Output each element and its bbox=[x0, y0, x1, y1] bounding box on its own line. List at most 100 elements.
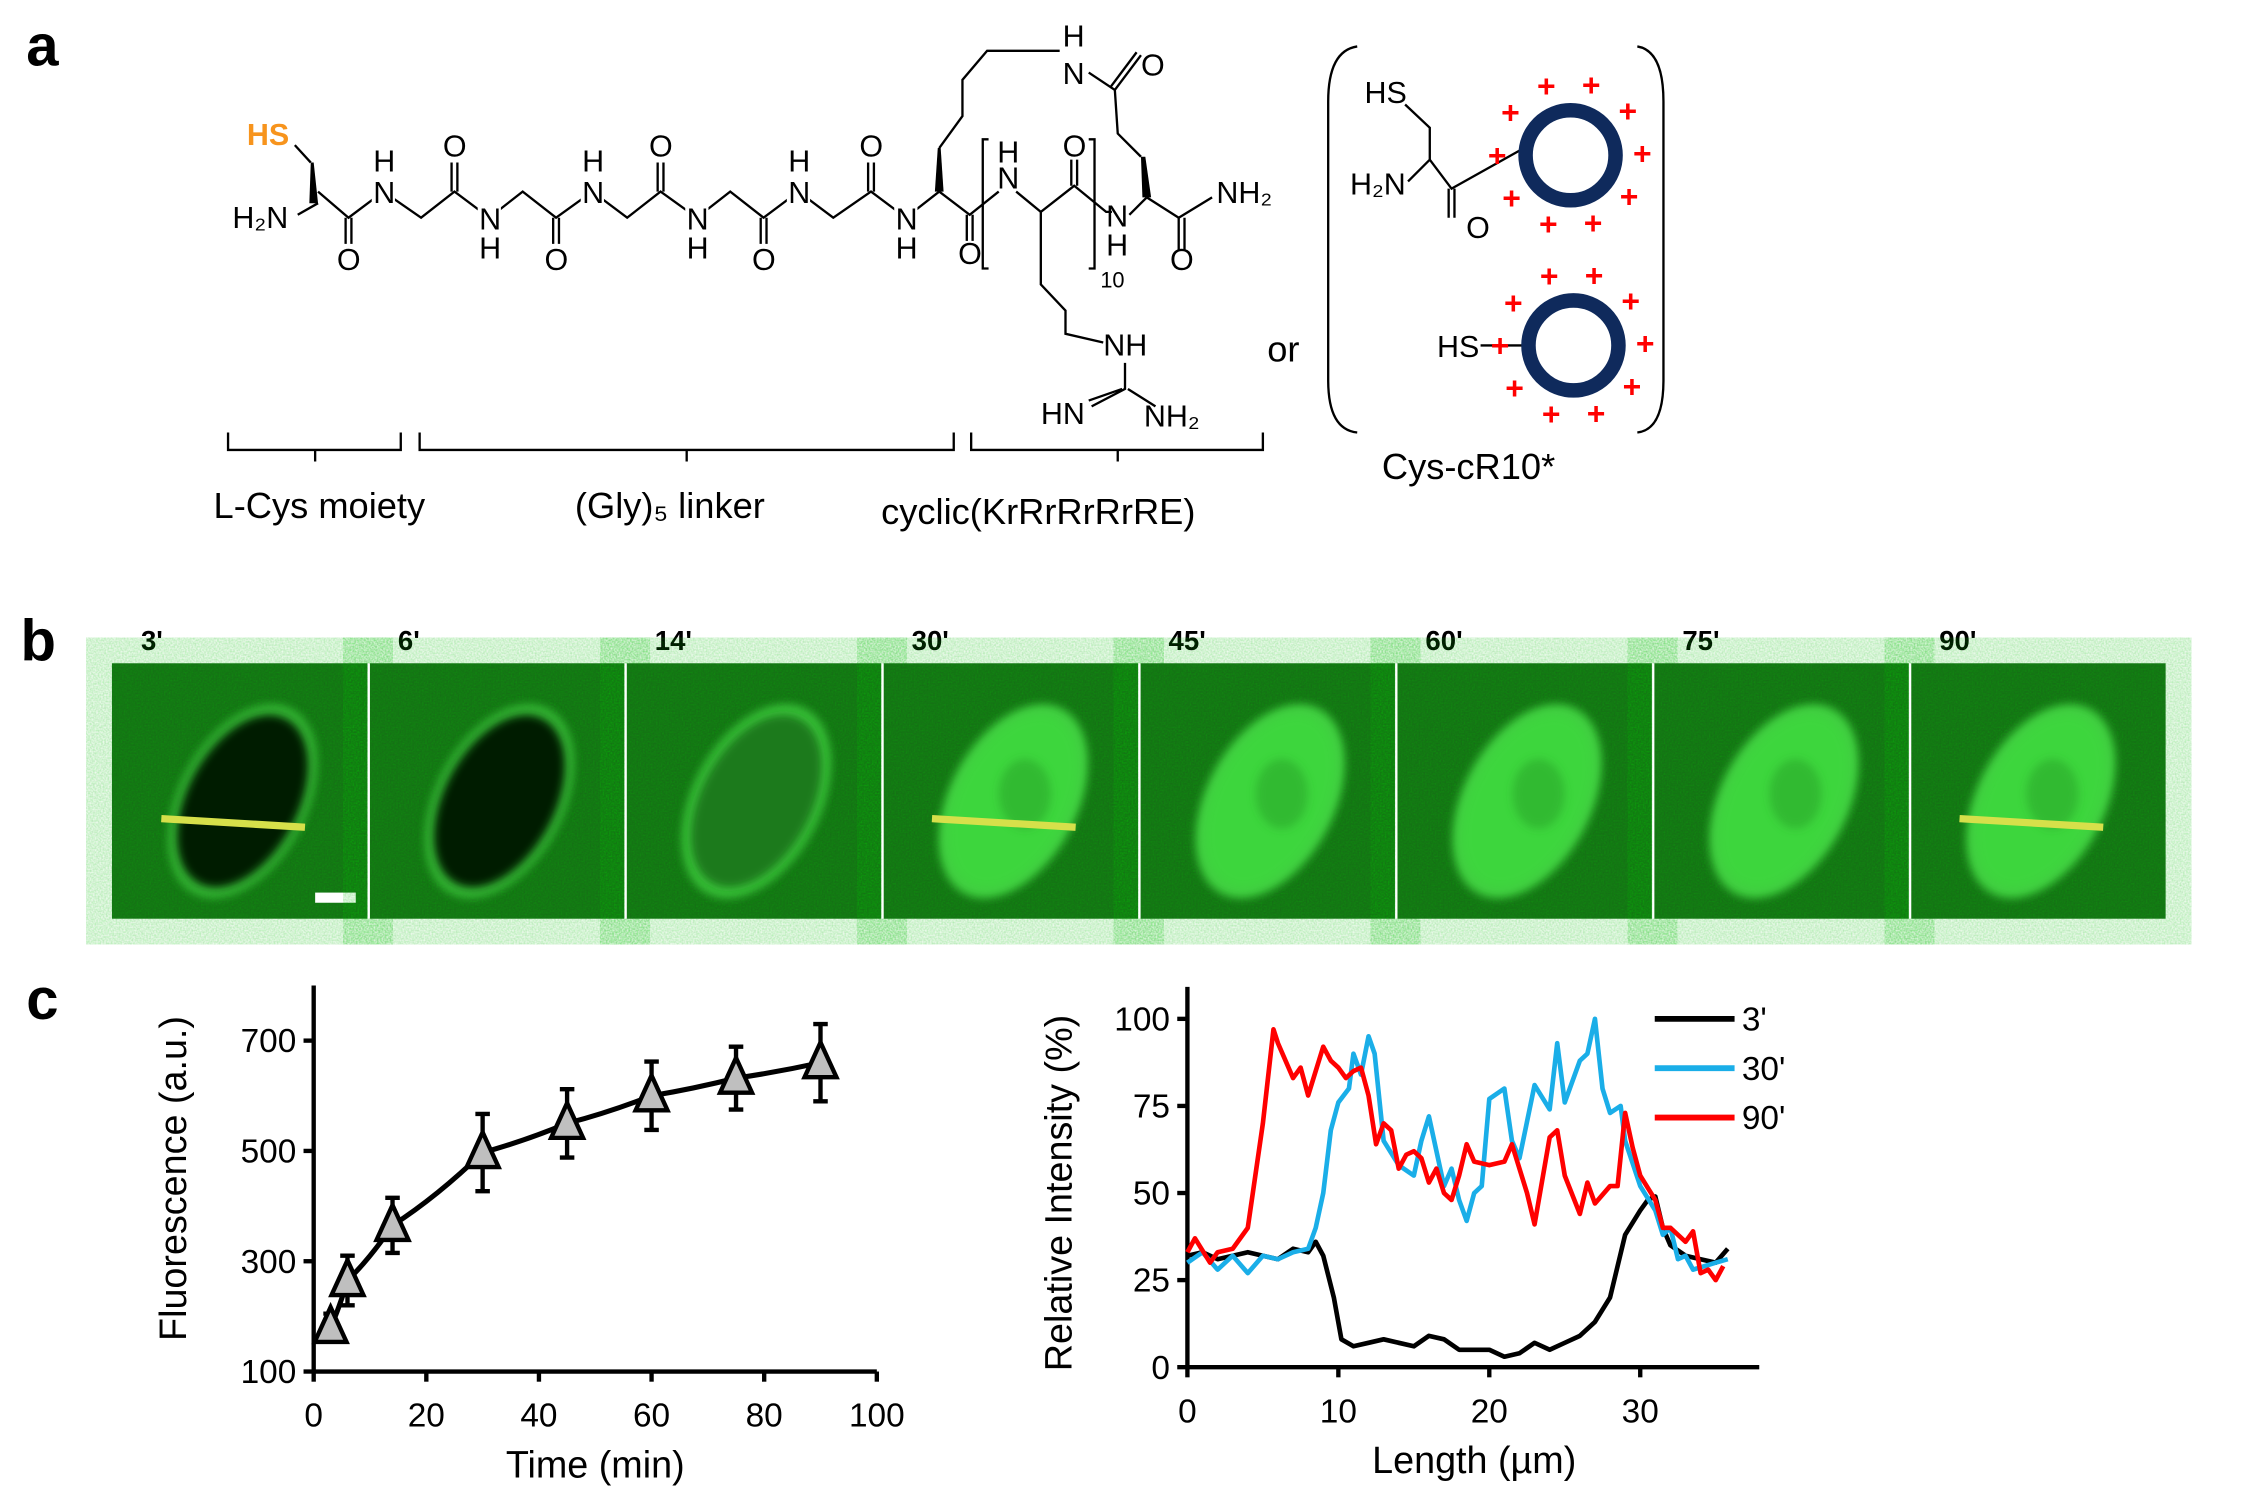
series-line-0 bbox=[1186, 1194, 1730, 1360]
backbone-o: O bbox=[337, 243, 361, 277]
positive-charge-icon: + bbox=[1587, 395, 1606, 431]
series-line-2 bbox=[1185, 1026, 1726, 1283]
x-tick-label: 10 bbox=[1320, 1393, 1357, 1430]
legend-label: 3' bbox=[1742, 1001, 1767, 1038]
backbone-h: H bbox=[896, 231, 918, 265]
or-label: or bbox=[1267, 328, 1299, 369]
y-tick-label: 300 bbox=[241, 1244, 297, 1281]
nucleus bbox=[1769, 759, 1822, 829]
bond-gap bbox=[894, 201, 918, 231]
terminal-o: O bbox=[1170, 243, 1194, 277]
microscopy-timeseries: 3' 6' 14' 30' 45' 60' 75' 90' bbox=[111, 625, 2166, 919]
segment-label-cys: L-Cys moiety bbox=[214, 485, 426, 526]
micrograph-4 bbox=[1139, 663, 1395, 919]
x-axis-title: Time (min) bbox=[506, 1443, 685, 1485]
positive-charge-icon: + bbox=[1633, 135, 1652, 171]
carbonyl-bond bbox=[450, 162, 459, 192]
timepoint-label: 3' bbox=[141, 625, 163, 656]
alt-thiol: HS bbox=[1364, 76, 1406, 110]
positive-charge-icon: + bbox=[1501, 95, 1520, 131]
repeat-count: 10 bbox=[1100, 267, 1124, 292]
data-point-triangle bbox=[801, 1037, 840, 1080]
alt-o: O bbox=[1466, 211, 1490, 245]
carbonyl-bond bbox=[759, 217, 768, 244]
line-profile-marker bbox=[161, 814, 306, 831]
cell-body bbox=[434, 715, 565, 888]
backbone-o: O bbox=[752, 243, 776, 277]
guanidine-hn: HN bbox=[1041, 397, 1085, 431]
scale-bar bbox=[315, 892, 356, 903]
bond-gap bbox=[371, 175, 395, 205]
arg-h2: H bbox=[1106, 228, 1128, 262]
x-tick-label: 80 bbox=[746, 1398, 783, 1435]
positive-charge-icon: + bbox=[1582, 67, 1601, 103]
positive-charge-icon: + bbox=[1621, 283, 1640, 319]
backbone-o: O bbox=[443, 130, 467, 164]
data-point-triangle bbox=[311, 1301, 350, 1345]
positive-charge-icon: + bbox=[1537, 68, 1556, 104]
positive-charge-icon: + bbox=[1505, 370, 1524, 406]
arg-n: N bbox=[997, 162, 1019, 196]
positive-charge-icon: + bbox=[1619, 93, 1638, 129]
thiol-label: HS bbox=[247, 118, 289, 152]
x-tick-label: 20 bbox=[1471, 1393, 1508, 1430]
timepoint-label: 90' bbox=[1939, 625, 1976, 656]
cyclic-peptide-ring-icon bbox=[1521, 293, 1626, 398]
backbone-n: N bbox=[788, 176, 810, 210]
y-tick-label: 75 bbox=[1133, 1089, 1170, 1126]
nucleus bbox=[998, 759, 1051, 829]
uptake-kinetics-chart: 0 20 40 60 80 100 100 300 500 700 Time (min) Fluore… bbox=[152, 985, 905, 1485]
micrograph-6 bbox=[1653, 663, 1909, 919]
backbone-h: H bbox=[582, 144, 604, 178]
micrograph-3 bbox=[882, 663, 1139, 919]
y-axis-title: Fluorescence (a.u.) bbox=[152, 1016, 194, 1341]
x-tick-label: 100 bbox=[849, 1398, 905, 1435]
backbone-n: N bbox=[582, 176, 604, 210]
micrograph-7 bbox=[1910, 663, 2166, 919]
data-point-triangle bbox=[547, 1097, 587, 1141]
x-axis-title: Length (µm) bbox=[1372, 1439, 1576, 1481]
legend-label: 30' bbox=[1742, 1051, 1786, 1088]
y-tick-label: 100 bbox=[1114, 1001, 1170, 1038]
backbone-n: N bbox=[687, 202, 709, 236]
alt-amine: H₂N bbox=[1350, 167, 1406, 201]
data-point-triangle bbox=[328, 1254, 367, 1298]
nucleus bbox=[1255, 759, 1308, 829]
carbonyl-bond bbox=[866, 162, 876, 192]
positive-charge-icon: + bbox=[1488, 137, 1507, 173]
micrograph-5 bbox=[1396, 663, 1652, 919]
data-point-triangle bbox=[632, 1070, 671, 1113]
lys-o: O bbox=[958, 237, 982, 271]
carbonyl-bond bbox=[552, 217, 561, 244]
positive-charge-icon: + bbox=[1502, 180, 1521, 216]
x-tick-label: 60 bbox=[633, 1398, 670, 1435]
lactam-n: N bbox=[1063, 57, 1085, 91]
positive-charge-icon: + bbox=[1623, 368, 1642, 404]
line-profile-marker bbox=[931, 814, 1076, 831]
carbonyl-bond bbox=[344, 217, 353, 244]
backbone-o: O bbox=[544, 243, 568, 277]
backbone-o: O bbox=[859, 130, 883, 164]
positive-charge-icon: + bbox=[1504, 285, 1523, 321]
data-point-triangle bbox=[463, 1127, 502, 1170]
micrograph-1 bbox=[368, 663, 625, 919]
y-tick-label: 0 bbox=[1151, 1350, 1170, 1387]
y-tick-label: 100 bbox=[241, 1354, 297, 1391]
micrograph-0 bbox=[111, 663, 368, 919]
series-line-1 bbox=[1186, 1016, 1729, 1276]
positive-charge-icon: + bbox=[1584, 205, 1603, 241]
positive-charge-icon: + bbox=[1539, 206, 1558, 242]
terminal-amide: NH₂ bbox=[1216, 176, 1272, 210]
cell-body bbox=[690, 715, 822, 888]
bond-gap bbox=[685, 201, 709, 231]
fit-curve bbox=[328, 1060, 822, 1329]
positive-charge-icon: + bbox=[1636, 326, 1655, 362]
legend-label: 90' bbox=[1742, 1100, 1786, 1137]
backbone-h: H bbox=[788, 144, 810, 178]
lactam-h: H bbox=[1063, 19, 1085, 53]
timepoint-label: 60' bbox=[1425, 625, 1462, 656]
arg-o: O bbox=[1063, 130, 1087, 164]
amine-label: H₂N bbox=[232, 201, 288, 235]
